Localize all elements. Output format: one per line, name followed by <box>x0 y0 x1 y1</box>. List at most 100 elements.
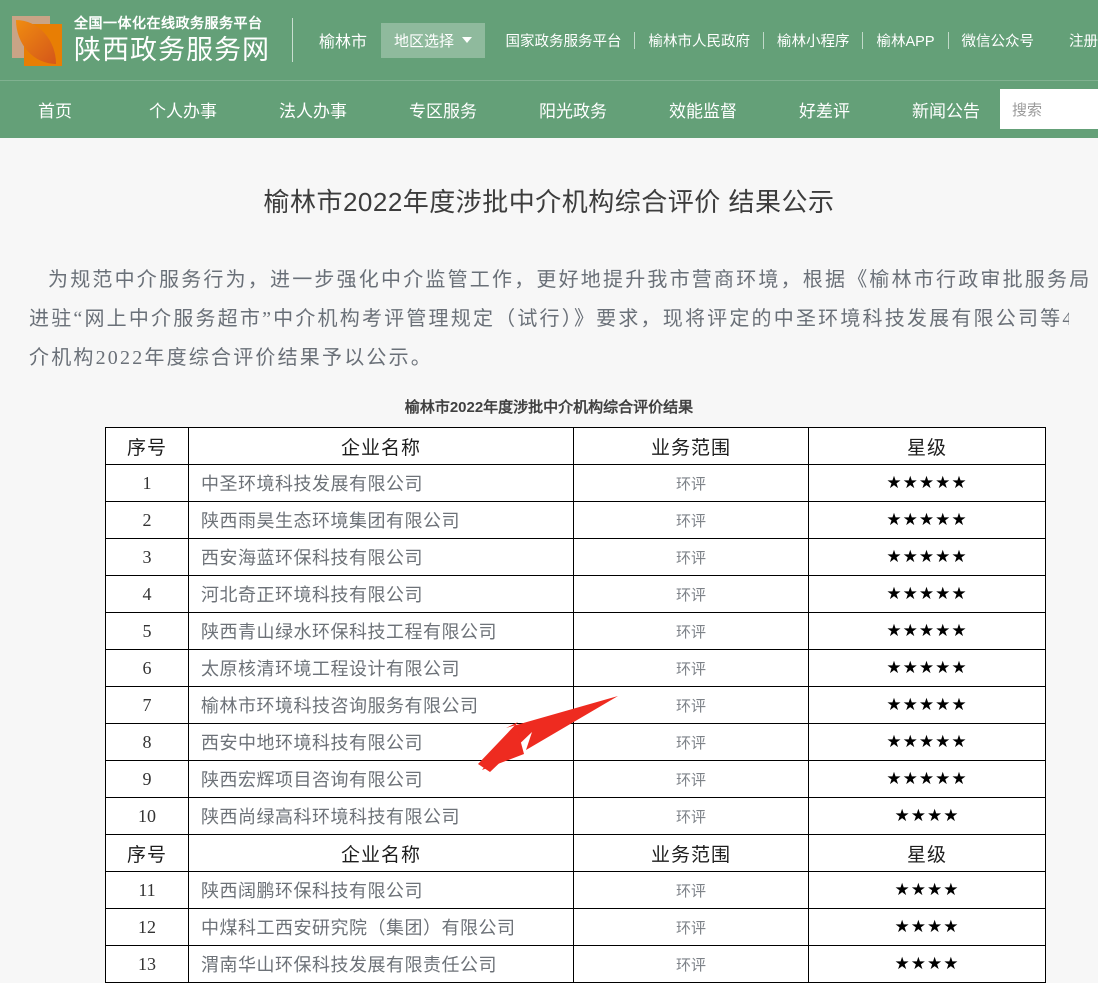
nav-item-zone-service[interactable]: 专区服务 <box>409 102 477 121</box>
cell-company-name: 榆林市环境科技咨询服务有限公司 <box>188 686 574 724</box>
link-separator <box>762 31 764 49</box>
cell-sequence-number: 3 <box>105 538 189 576</box>
platform-subtitle: 全国一体化在线政务服务平台 <box>74 15 263 31</box>
table-caption: 榆林市2022年度涉批中介机构综合评价结果 <box>404 399 694 416</box>
column-header-scope-2: 业务范围 <box>573 834 809 872</box>
cell-star-rating: ★★★★★ <box>808 649 1046 687</box>
cell-company-name: 西安中地环境科技有限公司 <box>188 723 574 761</box>
header-link-yulin-app[interactable]: 榆林APP <box>876 33 935 50</box>
site-brand: 全国一体化在线政务服务平台 陕西政务服务网 <box>74 14 270 66</box>
search-placeholder: 搜索 <box>1012 101 1043 119</box>
cell-star-rating: ★★★★★ <box>808 686 1046 724</box>
cell-business-scope: 环评 <box>573 723 809 761</box>
nav-item-personal[interactable]: 个人办事 <box>149 102 217 121</box>
cell-star-rating: ★★★★ <box>808 945 1046 983</box>
header-link-yulin-government[interactable]: 榆林市人民政府 <box>648 33 750 50</box>
main-navigation: 首页 个人办事 法人办事 专区服务 阳光政务 效能监督 好差评 新闻公告 搜索 <box>0 80 1098 138</box>
header-link-yulin-miniprogram[interactable]: 榆林小程序 <box>776 33 850 50</box>
table-row: 8 西安中地环境科技有限公司 环评 ★★★★★ <box>105 723 1046 761</box>
table-header-row-repeat: 序号 企业名称 业务范围 星级 <box>105 834 1046 872</box>
cell-company-name: 中圣环境科技发展有限公司 <box>188 464 574 502</box>
cell-company-name: 河北奇正环境科技有限公司 <box>188 575 574 613</box>
nav-item-sunshine[interactable]: 阳光政务 <box>539 102 607 121</box>
cell-company-name: 中煤科工西安研究院（集团）有限公司 <box>188 908 574 946</box>
site-name: 陕西政务服务网 <box>74 35 270 65</box>
region-select-button[interactable]: 地区选择 <box>381 22 486 58</box>
cell-star-rating: ★★★★ <box>808 871 1046 909</box>
cell-business-scope: 环评 <box>573 908 809 946</box>
cell-business-scope: 环评 <box>573 501 809 539</box>
body-paragraph-line-1: 为规范中介服务行为，进一步强化中介监管工作，更好地提升我市营商环境，根据《榆林市… <box>48 269 1088 291</box>
cell-sequence-number: 13 <box>105 945 189 983</box>
cell-company-name: 渭南华山环保科技发展有限责任公司 <box>188 945 574 983</box>
header-link-wechat-official[interactable]: 微信公众号 <box>961 33 1035 50</box>
nav-item-news[interactable]: 新闻公告 <box>912 102 980 121</box>
nav-item-home[interactable]: 首页 <box>38 102 72 121</box>
header-link-national-platform[interactable]: 国家政务服务平台 <box>505 33 622 50</box>
cell-business-scope: 环评 <box>573 649 809 687</box>
cell-business-scope: 环评 <box>573 686 809 724</box>
cell-business-scope: 环评 <box>573 760 809 798</box>
table-body-part-2: 11 陕西阔鹏环保科技有限公司 环评 ★★★★ 12 中煤科工西安研究院（集团）有限公司环… <box>105 871 1046 983</box>
table-body-part-1: 1 中圣环境科技发展有限公司 环评 ★★★★★ 2 陕西雨昊生态环境集团有限公司 环评 ★★★… <box>105 464 1046 835</box>
cell-star-rating: ★★★★★ <box>808 760 1046 798</box>
cell-business-scope: 环评 <box>573 797 809 835</box>
site-logo <box>8 10 64 70</box>
table-row: 5 陕西青山绿水环保科技工程有限公司 环评 ★★★★★ <box>105 612 1046 650</box>
table-row: 7 榆林市环境科技咨询服务有限公司 环评 ★★★★★ <box>105 686 1046 724</box>
current-city-label: 榆林市 <box>319 34 368 51</box>
column-header-name-2: 企业名称 <box>188 834 574 872</box>
table-row: 11 陕西阔鹏环保科技有限公司 环评 ★★★★ <box>105 871 1046 909</box>
search-input[interactable]: 搜索 <box>1000 89 1098 129</box>
cell-star-rating: ★★★★★ <box>808 464 1046 502</box>
cell-business-scope: 环评 <box>573 575 809 613</box>
site-header: 全国一体化在线政务服务平台 陕西政务服务网 榆林市 地区选择 国家政务服务平台 … <box>0 0 1098 80</box>
cell-star-rating: ★★★★★ <box>808 575 1046 613</box>
cell-sequence-number: 9 <box>105 760 189 798</box>
table-header-group: 序号 企业名称 业务范围 星级 <box>105 427 1046 465</box>
column-header-scope: 业务范围 <box>573 427 809 465</box>
cell-business-scope: 环评 <box>573 871 809 909</box>
cell-sequence-number: 6 <box>105 649 189 687</box>
table-row: 12 中煤科工西安研究院（集团）有限公司 环评 ★★★★ <box>105 908 1046 946</box>
header-divider <box>292 18 293 62</box>
nav-item-efficiency[interactable]: 效能监督 <box>669 102 737 121</box>
cell-sequence-number: 1 <box>105 464 189 502</box>
cell-company-name: 西安海蓝环保科技有限公司 <box>188 538 574 576</box>
table-row: 13 渭南华山环保科技发展有限责任公司 环评 ★★★★ <box>105 945 1046 983</box>
nav-item-review[interactable]: 好差评 <box>799 102 850 121</box>
cell-sequence-number: 10 <box>105 797 189 835</box>
nav-item-legal[interactable]: 法人办事 <box>279 102 347 121</box>
cell-company-name: 陕西雨昊生态环境集团有限公司 <box>188 501 574 539</box>
region-select-label: 地区选择 <box>394 32 455 50</box>
table-row: 6 太原核清环境工程设计有限公司 环评 ★★★★★ <box>105 649 1046 687</box>
column-header-star-2: 星级 <box>808 834 1046 872</box>
cell-company-name: 陕西阔鹏环保科技有限公司 <box>188 871 574 909</box>
body-paragraph-line-3: 介机构2022年度综合评价结果予以公示。 <box>29 347 433 369</box>
column-header-star: 星级 <box>808 427 1046 465</box>
link-separator <box>947 31 949 49</box>
table-row: 9 陕西宏辉项目咨询有限公司 环评 ★★★★★ <box>105 760 1046 798</box>
cell-sequence-number: 8 <box>105 723 189 761</box>
cell-star-rating: ★★★★★ <box>808 538 1046 576</box>
table-row: 2 陕西雨昊生态环境集团有限公司 环评 ★★★★★ <box>105 501 1046 539</box>
register-link[interactable]: 注册 <box>1069 33 1098 50</box>
table-row: 1 中圣环境科技发展有限公司 环评 ★★★★★ <box>105 464 1046 502</box>
page-title: 榆林市2022年度涉批中介机构综合评价 结果公示 <box>263 187 835 217</box>
link-separator <box>634 31 636 49</box>
evaluation-results-table: 序号 企业名称 业务范围 星级 1 中圣环境科技发展有限公司 环评 ★★★★★ 2 陕西雨… <box>105 427 1046 983</box>
cell-star-rating: ★★★★ <box>808 797 1046 835</box>
cell-company-name: 太原核清环境工程设计有限公司 <box>188 649 574 687</box>
cell-sequence-number: 7 <box>105 686 189 724</box>
cell-business-scope: 环评 <box>573 612 809 650</box>
table-header-group-repeat: 序号 企业名称 业务范围 星级 <box>105 834 1046 872</box>
table-row: 4 河北奇正环境科技有限公司 环评 ★★★★★ <box>105 575 1046 613</box>
body-paragraph-line-2: 进驻“网上中介服务超市”中介机构考评管理规定（试行）》要求，现将评定的中圣环境科… <box>29 308 1069 330</box>
cell-sequence-number: 12 <box>105 908 189 946</box>
cell-business-scope: 环评 <box>573 538 809 576</box>
column-header-no: 序号 <box>105 427 189 465</box>
column-header-name: 企业名称 <box>188 427 574 465</box>
cell-sequence-number: 4 <box>105 575 189 613</box>
cell-sequence-number: 2 <box>105 501 189 539</box>
table-row: 3 西安海蓝环保科技有限公司 环评 ★★★★★ <box>105 538 1046 576</box>
